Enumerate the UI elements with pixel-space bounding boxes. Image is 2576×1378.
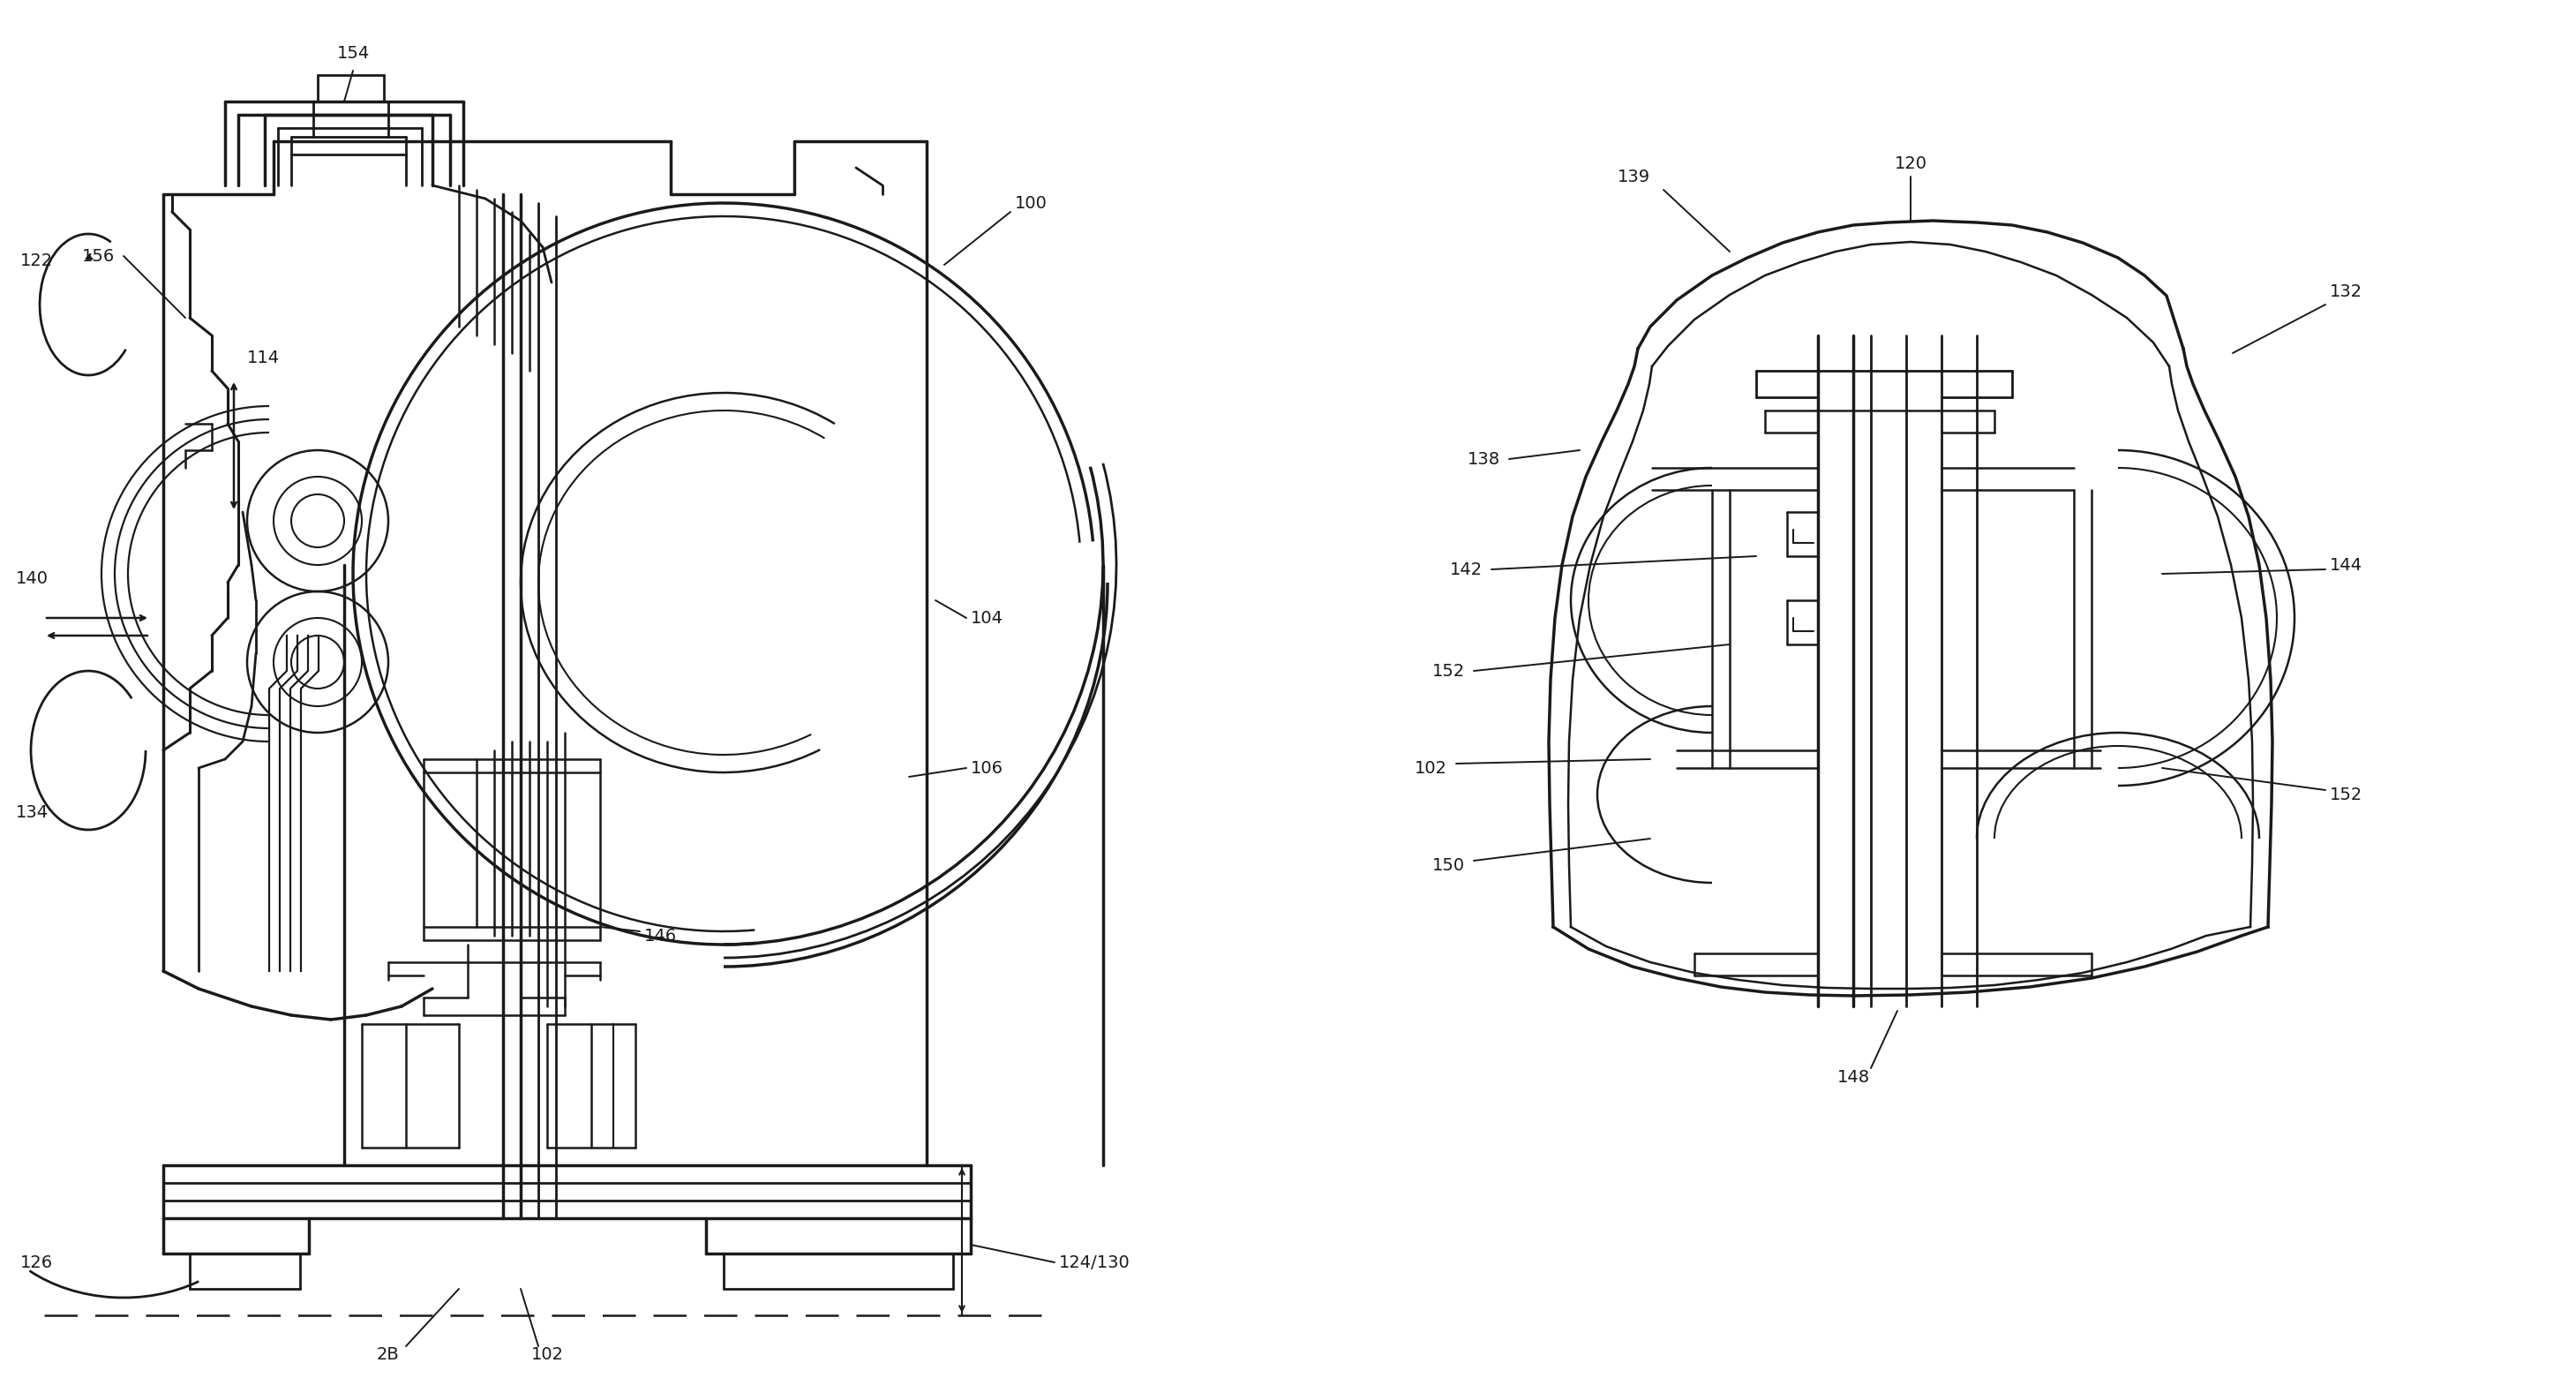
Text: 100: 100 bbox=[1015, 194, 1048, 211]
Text: 138: 138 bbox=[1468, 451, 1499, 467]
Text: 146: 146 bbox=[644, 927, 677, 944]
Text: 140: 140 bbox=[15, 570, 49, 587]
Text: 104: 104 bbox=[971, 609, 1005, 627]
Text: 124/130: 124/130 bbox=[1059, 1254, 1131, 1271]
Text: 144: 144 bbox=[2329, 557, 2362, 573]
Text: 134: 134 bbox=[15, 803, 49, 820]
Text: 2B: 2B bbox=[376, 1346, 399, 1363]
Text: 102: 102 bbox=[531, 1346, 564, 1363]
Text: 154: 154 bbox=[337, 44, 368, 62]
Text: 152: 152 bbox=[1432, 663, 1466, 679]
Text: 156: 156 bbox=[82, 248, 116, 265]
Text: 106: 106 bbox=[971, 759, 1005, 776]
Text: 148: 148 bbox=[1837, 1068, 1870, 1086]
Text: 126: 126 bbox=[21, 1254, 54, 1271]
Text: 152: 152 bbox=[2329, 785, 2362, 803]
Text: 142: 142 bbox=[1450, 561, 1484, 577]
Text: 102: 102 bbox=[1414, 759, 1448, 776]
Text: 132: 132 bbox=[2329, 282, 2362, 299]
Text: 114: 114 bbox=[247, 349, 281, 367]
Text: 122: 122 bbox=[21, 252, 54, 269]
Text: 139: 139 bbox=[1618, 168, 1651, 185]
Text: 120: 120 bbox=[1893, 154, 1927, 172]
Text: 150: 150 bbox=[1432, 857, 1466, 874]
